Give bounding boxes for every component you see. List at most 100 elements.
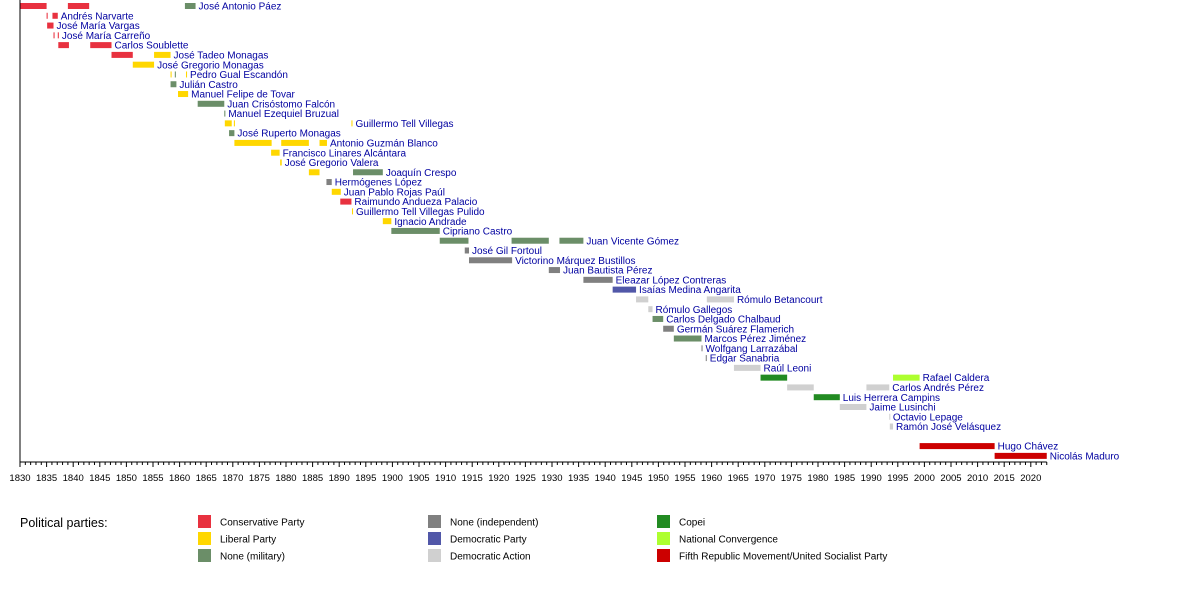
president-label: José Tadeo Monagas — [174, 51, 269, 62]
term-bar — [919, 443, 995, 450]
x-tick-label: 1860 — [169, 473, 190, 484]
x-tick-label: 2020 — [1020, 473, 1041, 484]
term-bar — [705, 355, 707, 362]
president-label: Joaquín Crespo — [386, 168, 457, 179]
president-label: Juan Vicente Gómez — [586, 236, 679, 247]
legend-swatch — [657, 549, 670, 562]
legend-swatch — [198, 532, 211, 545]
x-tick-label: 1970 — [754, 473, 775, 484]
term-bar — [111, 51, 133, 58]
president-label: Raimundo Andueza Palacio — [354, 197, 477, 208]
president-label: Rómulo Gallegos — [656, 305, 733, 316]
term-bar — [331, 188, 341, 195]
president-label: Julián Castro — [179, 80, 238, 91]
president-label: José Gregorio Valera — [285, 158, 379, 169]
term-bar — [994, 452, 1047, 459]
x-tick-label: 2010 — [967, 473, 988, 484]
term-bar — [663, 325, 674, 332]
president-label: Isaías Medina Angarita — [639, 285, 741, 296]
legend-label: None (military) — [220, 552, 285, 563]
term-bar — [67, 3, 90, 9]
president-label: Raúl Leoni — [764, 363, 812, 374]
x-tick-label: 1975 — [781, 473, 802, 484]
term-bar — [701, 345, 703, 352]
president-label: Luis Herrera Campins — [843, 393, 940, 404]
term-bar — [652, 315, 664, 322]
x-tick-label: 1920 — [488, 473, 509, 484]
term-bar — [234, 139, 272, 146]
x-tick-label: 1895 — [355, 473, 376, 484]
x-tick-label: 1995 — [887, 473, 908, 484]
x-tick-label: 1845 — [89, 473, 110, 484]
president-label: Juan Pablo Rojas Paúl — [344, 187, 445, 198]
x-tick-label: 2005 — [940, 473, 961, 484]
term-bar — [866, 384, 890, 391]
x-tick-label: 1880 — [275, 473, 296, 484]
term-bar — [464, 247, 470, 254]
legend-swatch — [198, 515, 211, 528]
president-label: Cipriano Castro — [443, 227, 513, 238]
president-label: Octavio Lepage — [893, 412, 963, 423]
president-label: Andrés Narvarte — [61, 11, 134, 22]
term-bar — [308, 169, 320, 176]
legend-swatch — [657, 515, 670, 528]
x-tick-label: 1945 — [621, 473, 642, 484]
x-tick-label: 1965 — [728, 473, 749, 484]
x-tick-label: 1875 — [249, 473, 270, 484]
term-bar — [353, 169, 383, 176]
president-label: Ramón José Velásquez — [896, 422, 1001, 433]
president-label: Wolfgang Larrazábal — [706, 344, 798, 355]
legend-swatch — [428, 549, 441, 562]
x-tick-label: 1905 — [408, 473, 429, 484]
x-tick-label: 1830 — [9, 473, 30, 484]
x-tick-label: 1900 — [382, 473, 403, 484]
x-tick-label: 1950 — [648, 473, 669, 484]
term-bar — [58, 42, 69, 49]
president-label: José Gregorio Monagas — [157, 60, 264, 71]
term-bar — [673, 335, 702, 342]
term-bar — [90, 42, 112, 49]
president-label: José María Vargas — [57, 21, 140, 32]
x-tick-label: 1870 — [222, 473, 243, 484]
president-label: Francisco Linares Alcántara — [283, 148, 407, 159]
term-bar — [185, 71, 188, 78]
legend-label: Conservative Party — [220, 518, 304, 529]
x-tick-label: 1940 — [595, 473, 616, 484]
legend-swatch — [657, 532, 670, 545]
term-bar — [787, 384, 814, 391]
x-axis: 1830 1835 1840 1845 1850 1855 1860 1865 1870 1875… — [9, 0, 1048, 484]
term-bar — [469, 257, 513, 264]
x-tick-label: 1925 — [515, 473, 536, 484]
legend-label: National Convergence — [679, 535, 778, 546]
term-bar — [46, 12, 48, 19]
term-bar — [706, 296, 734, 303]
president-label: José Gil Fortoul — [472, 246, 542, 257]
term-bar — [893, 374, 920, 381]
x-tick-label: 1855 — [142, 473, 163, 484]
term-bar — [648, 306, 653, 313]
term-bar — [170, 71, 172, 78]
term-bar — [178, 91, 189, 98]
president-label: Hugo Chávez — [998, 442, 1059, 453]
x-tick-label: 2015 — [994, 473, 1015, 484]
term-bar — [47, 22, 54, 29]
president-label: Carlos Andrés Pérez — [892, 383, 984, 394]
x-tick-label: 1865 — [196, 473, 217, 484]
president-label: Germán Suárez Flamerich — [677, 324, 794, 335]
president-label: Edgar Sanabria — [710, 354, 780, 365]
president-label: Ignacio Andrade — [394, 217, 467, 228]
president-label: Eleazar López Contreras — [616, 275, 727, 286]
x-tick-label: 1955 — [674, 473, 695, 484]
term-bar — [559, 237, 584, 244]
president-label: Nicolás Maduro — [1050, 451, 1120, 462]
term-bar — [53, 32, 55, 39]
term-bar — [319, 139, 327, 146]
term-bar — [548, 267, 560, 274]
term-bar — [760, 374, 788, 381]
term-bar — [184, 3, 196, 9]
term-bar — [224, 110, 226, 117]
president-label: Guillermo Tell Villegas Pulido — [356, 207, 485, 218]
term-bar — [351, 120, 353, 127]
